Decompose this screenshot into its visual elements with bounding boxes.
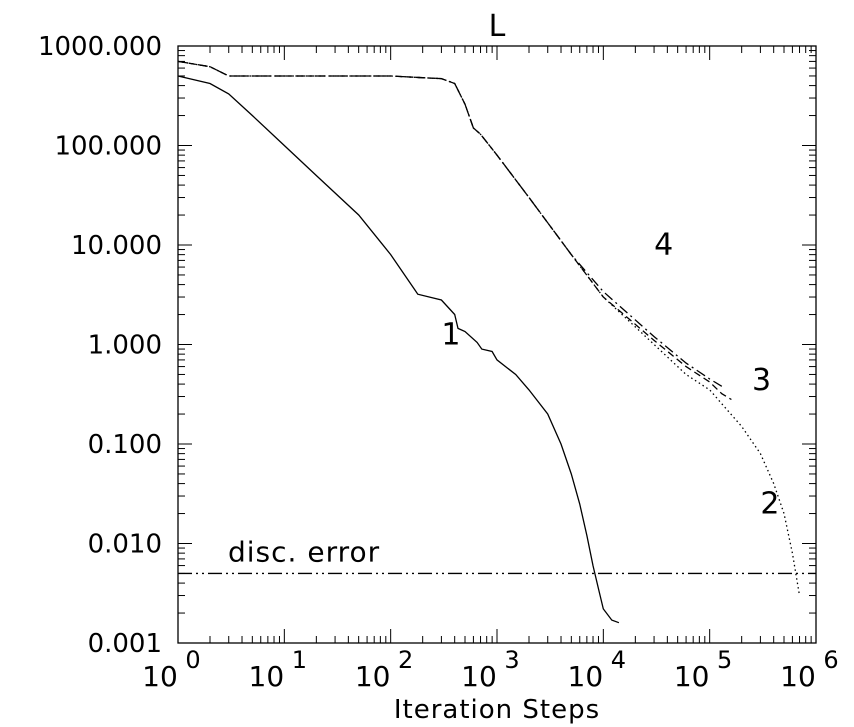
annotations: 1 2 3 4 bbox=[441, 228, 779, 522]
x-tick-label-exponent: 0 bbox=[185, 646, 200, 674]
series-4-line bbox=[177, 60, 723, 387]
curve-label-2: 2 bbox=[760, 487, 779, 522]
x-tick-label-exponent: 6 bbox=[823, 646, 838, 674]
x-tick-label: 10 bbox=[780, 660, 816, 693]
x-tick-label: 10 bbox=[674, 660, 710, 693]
y-tick-labels: 0.001 0.010 0.100 1.000 10.000 100.000 1000.00… bbox=[38, 32, 162, 659]
y-tick-label: 0.100 bbox=[88, 430, 162, 460]
series-2-line bbox=[177, 60, 801, 596]
x-tick-label: 10 bbox=[461, 660, 497, 693]
x-tick-label-exponent: 4 bbox=[611, 646, 626, 674]
chart-title: L bbox=[489, 9, 506, 44]
curve-label-1: 1 bbox=[441, 318, 460, 353]
x-tick-label: 10 bbox=[355, 660, 391, 693]
tick-marks bbox=[177, 45, 817, 644]
x-tick-label: 10 bbox=[568, 660, 604, 693]
y-tick-label: 0.010 bbox=[88, 530, 162, 560]
y-tick-label: 1000.000 bbox=[38, 32, 162, 62]
curve-label-4: 4 bbox=[654, 228, 673, 263]
x-tick-labels: 10 0 10 1 10 2 10 3 10 4 10 5 10 6 bbox=[142, 646, 838, 693]
disc-error-label: disc. error bbox=[228, 535, 380, 568]
x-tick-label-exponent: 2 bbox=[398, 646, 413, 674]
x-axis-label: Iteration Steps bbox=[394, 695, 600, 725]
series-3-line bbox=[177, 60, 732, 401]
series-lines bbox=[177, 60, 801, 624]
curve-label-3: 3 bbox=[752, 363, 771, 398]
x-tick-label: 10 bbox=[249, 660, 285, 693]
y-tick-label: 0.001 bbox=[88, 629, 162, 659]
x-tick-label-exponent: 1 bbox=[292, 646, 307, 674]
series-1-line bbox=[177, 75, 620, 624]
x-tick-label: 10 bbox=[142, 660, 178, 693]
disc-error-line: disc. error bbox=[178, 535, 816, 575]
y-tick-label: 1.000 bbox=[88, 331, 162, 361]
x-tick-label-exponent: 3 bbox=[504, 646, 519, 674]
y-tick-label: 100.000 bbox=[54, 132, 162, 162]
y-tick-label: 10.000 bbox=[71, 231, 162, 261]
x-tick-label-exponent: 5 bbox=[717, 646, 732, 674]
